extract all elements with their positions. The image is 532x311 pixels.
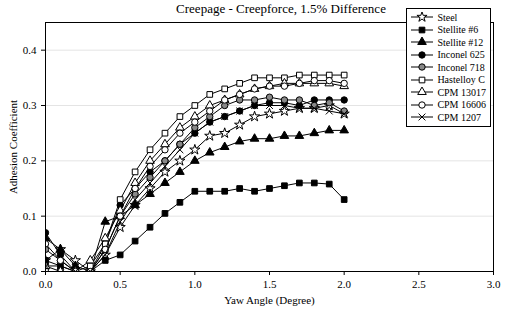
svg-text:0.3: 0.3 (23, 99, 37, 111)
svg-text:2.0: 2.0 (337, 278, 351, 290)
svg-text:1.5: 1.5 (263, 278, 277, 290)
svg-text:2.5: 2.5 (412, 278, 426, 290)
html-text:Hastelloy C: Hastelloy C (437, 74, 485, 86)
html-text:Stellite #12: Stellite #12 (437, 36, 484, 48)
svg-text:0.1: 0.1 (23, 210, 37, 222)
html-text:Inconel 625: Inconel 625 (437, 49, 485, 61)
svg-text:Yaw Angle (Degree): Yaw Angle (Degree) (224, 294, 315, 307)
svg-text:0.4: 0.4 (23, 44, 37, 56)
html-text:Inconel 718: Inconel 718 (437, 61, 485, 73)
svg-text:0.0: 0.0 (39, 278, 53, 290)
html-text:Stellite #6: Stellite #6 (437, 24, 479, 36)
html-text:CPM 13017: CPM 13017 (437, 86, 486, 98)
svg-text:0.2: 0.2 (23, 154, 37, 166)
svg-text:1.0: 1.0 (188, 278, 202, 290)
html-text:CPM 1207: CPM 1207 (437, 111, 481, 123)
svg-text:0.5: 0.5 (113, 278, 127, 290)
html-text:Creepage - Creepforce, 1.5% Di: Creepage - Creepforce, 1.5% Difference (176, 1, 386, 16)
svg-text:0.0: 0.0 (23, 265, 37, 277)
html-text:CPM 16606: CPM 16606 (437, 99, 486, 111)
svg-text:Adhesion Coefficient: Adhesion Coefficient (7, 100, 19, 194)
svg-text:3.0: 3.0 (487, 278, 501, 290)
html-text:Steel: Steel (437, 11, 458, 23)
